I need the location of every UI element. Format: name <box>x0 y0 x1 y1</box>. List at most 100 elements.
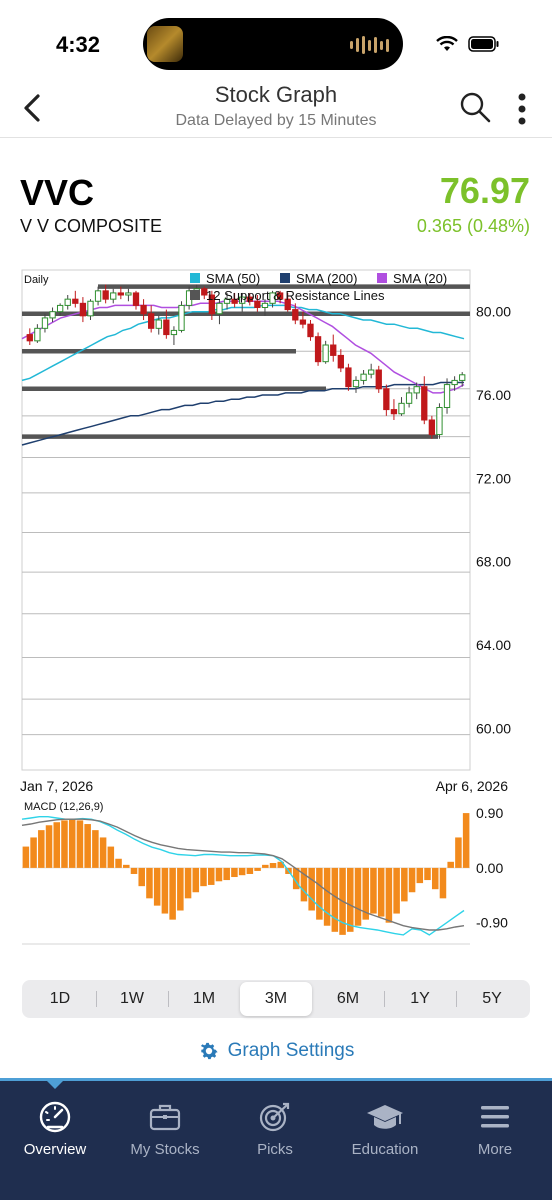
macd-panel: 0.90 0.00 -0.90 <box>21 805 508 945</box>
back-chevron-icon[interactable] <box>18 90 48 126</box>
candle-up <box>239 296 246 304</box>
candle-up <box>459 374 466 381</box>
candle-down <box>117 292 124 296</box>
macd-histogram-bar <box>107 846 115 868</box>
macd-histogram-bar <box>354 867 362 926</box>
candle-up <box>352 379 360 388</box>
candle-up <box>269 292 276 304</box>
candle-up <box>360 373 367 381</box>
x-axis-start-date: Jan 7, 2026 <box>20 778 93 794</box>
legend-swatch-sma50 <box>190 273 200 283</box>
legend-swatch-sma20 <box>377 273 387 283</box>
candle-up <box>64 298 71 306</box>
macd-axis-tick: 0.00 <box>476 860 503 876</box>
price-axis-tick: 80.00 <box>476 304 511 320</box>
tab-education[interactable]: Education <box>330 1099 440 1158</box>
tab-overview[interactable]: Overview <box>0 1099 110 1158</box>
macd-histogram-bar <box>76 820 84 868</box>
candle-down <box>201 288 208 296</box>
range-option-5y[interactable]: 5Y <box>456 982 528 1016</box>
macd-histogram-bar <box>416 867 424 884</box>
range-option-3m[interactable]: 3M <box>240 982 312 1016</box>
macd-histogram-bar <box>385 867 393 923</box>
page-subtitle: Data Delayed by 15 Minutes <box>175 112 377 129</box>
range-option-1y[interactable]: 1Y <box>384 982 456 1016</box>
macd-histogram-bar <box>447 861 454 868</box>
candle-down <box>231 298 238 304</box>
range-option-1m[interactable]: 1M <box>168 982 240 1016</box>
macd-histogram-bar <box>138 867 145 887</box>
macd-histogram-bar <box>308 867 315 911</box>
search-icon[interactable] <box>458 90 492 124</box>
more-options-icon[interactable] <box>512 92 532 126</box>
macd-histogram-bar <box>30 837 37 868</box>
stock-chart[interactable]: 80.00 76.00 72.00 68.00 64.00 60.00 0.90 0.00 -… <box>0 262 552 962</box>
candle-down <box>102 290 109 300</box>
target-icon <box>259 1102 290 1132</box>
tab-my-stocks-label: My Stocks <box>130 1141 200 1158</box>
macd-histogram-bar <box>231 867 238 878</box>
tab-overview-label: Overview <box>23 1141 87 1158</box>
macd-histogram-bar <box>169 867 176 920</box>
candle-down <box>132 292 140 306</box>
briefcase-icon <box>149 1104 181 1131</box>
macd-histogram-bar <box>146 867 153 899</box>
status-time: 4:32 <box>56 32 101 57</box>
dynamic-island[interactable] <box>143 18 403 70</box>
tab-picks[interactable]: Picks <box>220 1099 330 1158</box>
macd-histogram-bar <box>439 867 447 899</box>
candle-down <box>284 298 291 311</box>
candle-up <box>49 311 56 319</box>
candle-up <box>413 386 420 394</box>
macd-histogram-bar <box>269 863 277 868</box>
range-option-1w[interactable]: 1W <box>96 982 168 1016</box>
chart-canvas[interactable]: 80.00 76.00 72.00 68.00 64.00 60.00 0.90 0.00 -… <box>0 262 552 962</box>
macd-histogram-bar <box>215 867 223 882</box>
legend-swatch-sma200 <box>280 273 290 283</box>
candle-down <box>299 319 307 325</box>
candle-down <box>140 304 147 315</box>
chart-period-label: Daily <box>24 274 49 286</box>
macd-histogram-bar <box>161 867 169 914</box>
candle-up <box>125 292 132 296</box>
price-change: 0.365 (0.48%) <box>416 216 530 236</box>
macd-histogram-bar <box>246 867 254 874</box>
candle-up <box>216 302 223 315</box>
candle-down <box>330 344 337 356</box>
candle-up <box>436 407 443 436</box>
candle-down <box>79 302 87 317</box>
x-axis-end-date: Apr 6, 2026 <box>436 778 509 794</box>
tab-more[interactable]: More <box>440 1099 550 1158</box>
macd-histogram-bar <box>292 867 300 890</box>
candle-down <box>208 294 216 315</box>
candlesticks <box>26 284 466 439</box>
macd-histogram-bar <box>130 867 138 874</box>
candle-up <box>34 327 41 342</box>
macd-histogram-bar <box>153 867 161 906</box>
candle-down <box>314 336 322 363</box>
macd-histogram-bar <box>455 837 462 868</box>
candle-up <box>170 329 178 336</box>
graduation-cap-icon <box>367 1105 403 1129</box>
candle-down <box>421 386 428 421</box>
last-price: 76.97 <box>439 170 530 211</box>
gear-icon <box>200 1042 218 1060</box>
macd-axis-tick: -0.90 <box>476 915 508 931</box>
price-axis-tick: 76.00 <box>476 387 511 403</box>
legend-sma50-label: SMA (50) <box>206 271 260 286</box>
macd-histogram-bar <box>323 867 331 926</box>
company-name: V V COMPOSITE <box>20 216 163 236</box>
candle-down <box>163 319 170 336</box>
status-icons <box>436 36 500 52</box>
macd-histogram-bar <box>401 867 408 902</box>
tab-my-stocks[interactable]: My Stocks <box>110 1099 220 1158</box>
sma-lines <box>21 300 465 446</box>
macd-histogram-bar <box>22 846 30 868</box>
legend-swatch-sr-lines <box>190 290 200 300</box>
range-option-1d[interactable]: 1D <box>49 990 71 1007</box>
macd-histogram-bar <box>200 867 207 887</box>
macd-histogram-bar <box>377 867 385 917</box>
candle-down <box>383 388 390 411</box>
graph-settings-button[interactable]: Graph Settings <box>0 1040 552 1062</box>
range-option-6m[interactable]: 6M <box>336 990 360 1007</box>
